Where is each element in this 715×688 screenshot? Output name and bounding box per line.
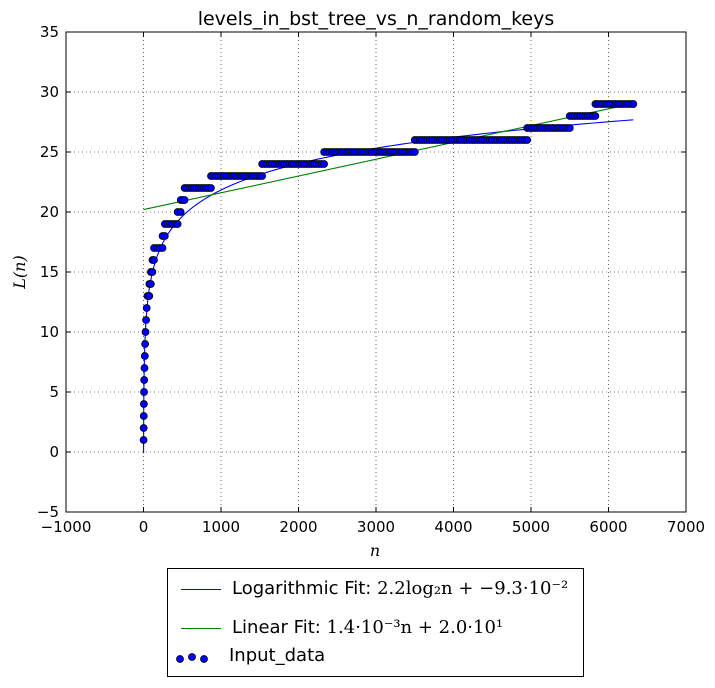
axis-ticks: −1000 0 1000 2000 3000 4000 5000 6000 7000 −5 0 5 10… (37, 23, 705, 536)
y-tick-label: 25 (40, 143, 59, 161)
x-tick-label: 2000 (279, 518, 317, 536)
y-tick-label: 30 (40, 83, 59, 101)
data-point (523, 136, 532, 144)
data-point (145, 292, 154, 300)
y-tick-label: 0 (49, 443, 59, 461)
fit-lines (143, 102, 634, 454)
y-tick-label: 5 (49, 383, 59, 401)
data-point (158, 244, 167, 252)
data-point (139, 412, 148, 420)
data-point (141, 328, 150, 336)
data-point (258, 172, 266, 180)
log-fit-line (143, 119, 634, 454)
input-data-marker-icon (176, 653, 208, 663)
legend-data-label: Input_data (229, 645, 326, 666)
data-point (180, 196, 189, 204)
x-tick-label: 5000 (512, 518, 550, 536)
data-point (141, 340, 150, 348)
scatter-points (139, 100, 638, 444)
y-axis-label: L(n) (10, 255, 29, 289)
linear-fit-swatch (181, 628, 221, 629)
data-point (148, 268, 157, 276)
data-point (140, 388, 148, 396)
data-point (140, 364, 149, 372)
data-point (591, 112, 600, 120)
data-point (150, 256, 158, 264)
y-tick-label: 10 (40, 323, 59, 341)
y-tick-label: 35 (40, 23, 59, 41)
data-point (139, 400, 148, 408)
x-tick-label: 0 (139, 518, 149, 536)
data-point (142, 316, 150, 324)
y-tick-label: −5 (37, 503, 59, 521)
data-point (173, 220, 182, 228)
y-tick-label: 15 (40, 263, 59, 281)
x-tick-label: 1000 (202, 518, 240, 536)
data-point (629, 100, 638, 108)
x-tick-label: −1000 (41, 518, 92, 536)
data-point (565, 124, 574, 132)
legend-log-formula: 2.2log₂n + −9.3·10⁻² (377, 578, 569, 599)
x-tick-label: 6000 (589, 518, 627, 536)
x-tick-label: 7000 (667, 518, 705, 536)
linear-fit-line (143, 102, 634, 211)
log-fit-swatch (181, 589, 221, 590)
x-axis-label: n (370, 541, 380, 560)
data-point (139, 436, 148, 444)
y-tick-label: 20 (40, 203, 59, 221)
data-point (142, 304, 151, 312)
data-point (139, 424, 148, 432)
x-tick-label: 4000 (434, 518, 472, 536)
legend-lin-formula: 1.4·10⁻³n + 2.0·10¹ (326, 617, 504, 638)
data-point (160, 232, 169, 240)
data-point (146, 280, 155, 288)
data-point (410, 148, 419, 156)
legend-log-label: Logarithmic Fit: (232, 578, 378, 599)
data-point (140, 376, 149, 384)
data-point (207, 184, 215, 192)
data-point (140, 352, 149, 360)
legend: Logarithmic Fit: 2.2log₂n + −9.3·10⁻² Li… (167, 568, 584, 677)
x-tick-label: 3000 (357, 518, 395, 536)
chart-title: levels_in_bst_tree_vs_n_random_keys (198, 8, 555, 30)
data-point (176, 208, 185, 216)
legend-lin-label: Linear Fit: (232, 617, 327, 638)
data-point (320, 160, 328, 168)
